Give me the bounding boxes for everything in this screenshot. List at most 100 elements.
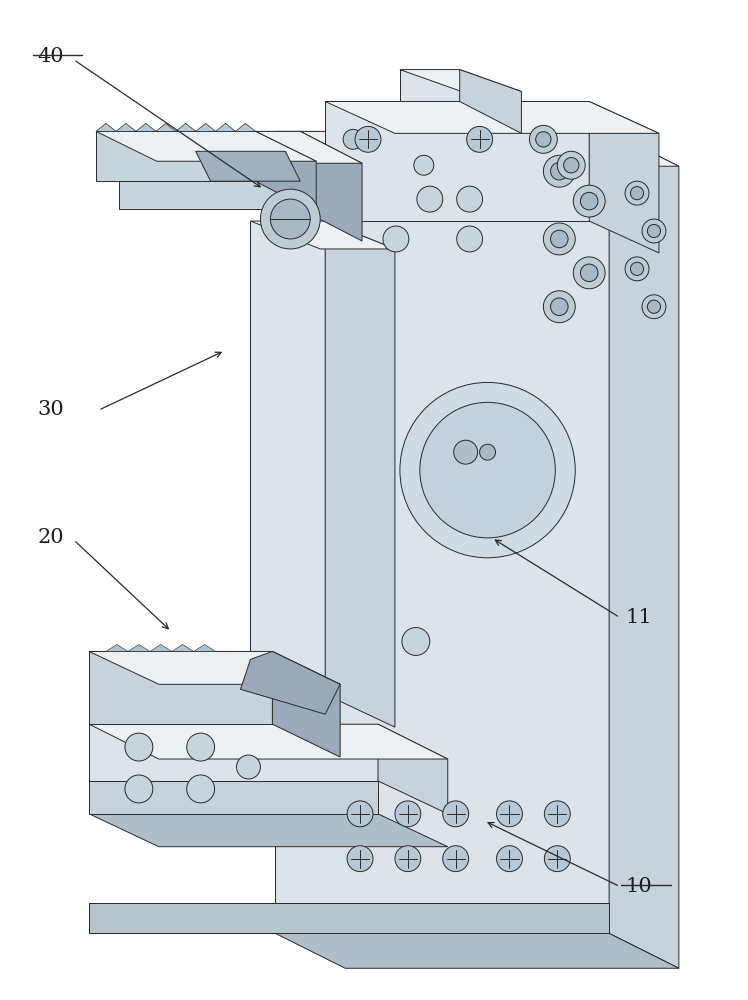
Circle shape: [497, 846, 522, 872]
Circle shape: [443, 801, 469, 827]
Circle shape: [642, 219, 666, 243]
Polygon shape: [128, 644, 150, 651]
Text: 40: 40: [37, 47, 64, 66]
Polygon shape: [236, 123, 255, 131]
Circle shape: [347, 801, 373, 827]
Circle shape: [647, 300, 660, 313]
Circle shape: [457, 226, 482, 252]
Polygon shape: [251, 221, 395, 249]
Circle shape: [551, 298, 568, 315]
Circle shape: [125, 775, 153, 803]
Polygon shape: [460, 70, 521, 133]
Circle shape: [443, 846, 469, 872]
Circle shape: [467, 126, 493, 152]
Circle shape: [536, 132, 551, 147]
Polygon shape: [275, 131, 679, 166]
Polygon shape: [89, 651, 340, 684]
Circle shape: [543, 223, 575, 255]
Circle shape: [270, 199, 310, 239]
Circle shape: [402, 628, 430, 655]
Circle shape: [454, 440, 478, 464]
Polygon shape: [89, 814, 448, 847]
Circle shape: [383, 226, 409, 252]
Circle shape: [580, 264, 598, 282]
Circle shape: [420, 402, 555, 538]
Circle shape: [647, 224, 660, 238]
Circle shape: [563, 158, 579, 173]
Polygon shape: [89, 724, 378, 781]
Circle shape: [543, 155, 575, 187]
Polygon shape: [400, 70, 521, 92]
Polygon shape: [251, 221, 325, 694]
Circle shape: [479, 444, 495, 460]
Polygon shape: [89, 781, 378, 814]
Polygon shape: [96, 131, 255, 181]
Polygon shape: [241, 651, 340, 714]
Polygon shape: [106, 644, 128, 651]
Polygon shape: [272, 651, 340, 757]
Circle shape: [497, 801, 522, 827]
Polygon shape: [89, 903, 609, 933]
Circle shape: [400, 382, 575, 558]
Polygon shape: [325, 221, 395, 727]
Circle shape: [580, 192, 598, 210]
Polygon shape: [325, 101, 659, 133]
Polygon shape: [172, 644, 194, 651]
Polygon shape: [400, 70, 460, 101]
Polygon shape: [136, 123, 156, 131]
Polygon shape: [275, 933, 679, 968]
Text: 11: 11: [626, 608, 653, 627]
Circle shape: [557, 151, 585, 179]
Polygon shape: [275, 131, 609, 933]
Circle shape: [642, 295, 666, 319]
Polygon shape: [89, 903, 609, 933]
Polygon shape: [96, 123, 116, 131]
Circle shape: [187, 733, 215, 761]
Text: 30: 30: [37, 400, 64, 419]
Text: 20: 20: [37, 528, 64, 547]
Polygon shape: [150, 644, 172, 651]
Polygon shape: [194, 644, 215, 651]
Circle shape: [417, 186, 443, 212]
Circle shape: [457, 186, 482, 212]
Polygon shape: [116, 123, 136, 131]
Circle shape: [631, 262, 643, 275]
Circle shape: [631, 187, 643, 200]
Polygon shape: [378, 724, 448, 814]
Polygon shape: [325, 101, 589, 221]
Polygon shape: [89, 724, 448, 759]
Polygon shape: [255, 131, 316, 213]
Polygon shape: [589, 101, 659, 253]
Polygon shape: [119, 131, 300, 209]
Circle shape: [187, 775, 215, 803]
Polygon shape: [196, 123, 215, 131]
Polygon shape: [215, 123, 236, 131]
Text: 10: 10: [626, 877, 653, 896]
Circle shape: [355, 126, 381, 152]
Polygon shape: [156, 123, 176, 131]
Circle shape: [625, 181, 649, 205]
Polygon shape: [609, 131, 679, 968]
Circle shape: [347, 846, 373, 872]
Circle shape: [573, 185, 605, 217]
Circle shape: [543, 291, 575, 323]
Circle shape: [530, 125, 557, 153]
Polygon shape: [89, 651, 272, 724]
Circle shape: [545, 846, 570, 872]
Circle shape: [395, 846, 421, 872]
Circle shape: [625, 257, 649, 281]
Polygon shape: [176, 123, 196, 131]
Polygon shape: [196, 151, 300, 181]
Circle shape: [414, 155, 434, 175]
Circle shape: [343, 129, 363, 149]
Polygon shape: [96, 131, 316, 161]
Circle shape: [573, 257, 605, 289]
Circle shape: [545, 801, 570, 827]
Circle shape: [551, 162, 568, 180]
Circle shape: [125, 733, 153, 761]
Polygon shape: [300, 131, 362, 241]
Polygon shape: [119, 131, 362, 163]
Circle shape: [551, 230, 568, 248]
Circle shape: [260, 189, 320, 249]
Circle shape: [395, 801, 421, 827]
